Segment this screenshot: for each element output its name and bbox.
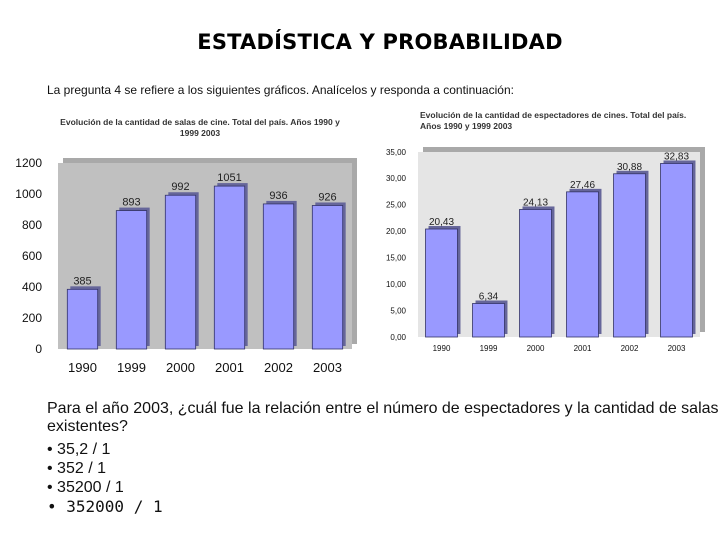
chart2-category-label: 2003 [668,344,686,353]
chart2-ytick-label: 5,00 [390,306,406,315]
chart1-category-label: 2001 [215,360,244,375]
chart1-ytick-label: 600 [22,249,42,263]
chart1-category-label: 1990 [68,360,97,375]
chart2-data-label: 30,88 [617,162,642,173]
chart1-data-label: 926 [318,191,336,203]
chart2-ytick-label: 0,00 [390,333,406,342]
chart2-category-label: 2000 [527,344,545,353]
chart1-data-label: 893 [122,197,140,209]
chart1-ytick-label: 800 [22,218,42,232]
chart1-ytick-label: 1000 [15,187,42,201]
chart1-category-label: 2003 [313,360,342,375]
chart2-bar [425,228,458,338]
chart2-ytick-label: 20,00 [386,227,407,236]
chart2-plot-area [418,152,700,337]
chart2-bar [660,163,693,338]
chart1-ytick-label: 200 [22,311,42,325]
chart1-data-label: 936 [269,190,287,202]
chart1-bar [311,205,344,350]
chart2-category-label: 1999 [480,344,498,353]
chart1-bar [262,203,295,350]
chart2-ytick-label: 30,00 [386,174,407,183]
page-title: ESTADÍSTICA Y PROBABILIDAD [197,30,563,54]
chart2-data-label: 20,43 [429,217,454,228]
chart2-ytick-label: 35,00 [386,148,407,157]
chart2-title: Evolución de la cantidad de espectadores… [420,110,687,131]
chart1-bar [66,288,99,350]
chart1-data-label: 992 [171,181,189,193]
chart2-bar [519,209,552,338]
chart2-ytick-label: 15,00 [386,254,407,263]
chart2-data-label: 24,13 [523,197,548,208]
option-3: • 35200 / 1 [47,479,124,496]
chart2-data-label: 32,83 [664,151,689,162]
chart2-ytick-label: 25,00 [386,201,407,210]
chart1-bar [115,210,148,350]
chart2-data-label: 6,34 [479,291,499,302]
chart2-category-label: 2002 [621,344,639,353]
chart1-bar [164,194,197,350]
chart1-category-label: 1999 [117,360,146,375]
option-1: • 35,2 / 1 [47,441,111,458]
chart2-bar [472,303,505,338]
chart2-data-label: 27,46 [570,180,595,191]
intro-text: La pregunta 4 se refiere a los siguiente… [47,83,514,97]
chart1-plot-area [58,163,352,349]
chart2-bar [566,191,599,338]
question-text: Para el año 2003, ¿cuál fue la relación … [47,400,719,435]
chart1-data-label: 385 [73,275,91,287]
chart2-ytick-label: 10,00 [386,280,407,289]
chart2-category-label: 1990 [433,344,451,353]
chart1-data-label: 1051 [217,172,241,184]
chart1-category-label: 2002 [264,360,293,375]
chart1-ytick-label: 0 [35,342,42,356]
chart2-bar [613,173,646,338]
chart1-bar [213,185,246,350]
chart1-ytick-label: 400 [22,280,42,294]
option-2: • 352 / 1 [47,460,106,477]
chart2-category-label: 2001 [574,344,592,353]
chart1-ytick-label: 1200 [15,156,42,170]
chart1-category-label: 2000 [166,360,195,375]
chart1-title: Evolución de la cantidad de salas de cin… [60,117,340,138]
option-4: • 352000 / 1 [47,497,163,516]
